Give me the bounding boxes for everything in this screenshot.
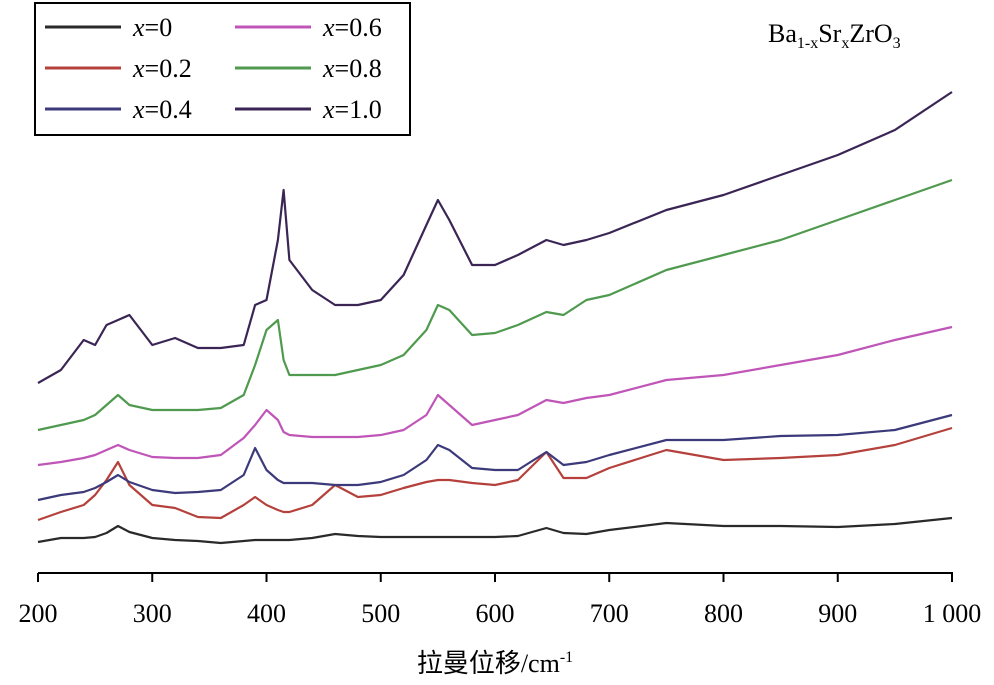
- x-tick-label: 300: [133, 599, 172, 628]
- x-tick-label: 200: [19, 599, 58, 628]
- legend-box: [34, 2, 411, 136]
- x-tick-label: 900: [818, 599, 857, 628]
- legend-label: x=0.2: [132, 54, 192, 83]
- series-line: [37, 178, 953, 432]
- legend-label: x=0.4: [132, 95, 192, 124]
- x-tick-label: 800: [704, 599, 743, 628]
- x-tick-label: 700: [590, 599, 629, 628]
- series-line: [37, 426, 953, 522]
- series-line: [37, 413, 953, 502]
- x-tick-label: 600: [476, 599, 515, 628]
- x-tick-label: 1 000: [923, 599, 982, 628]
- legend-label: x=1.0: [322, 95, 382, 124]
- legend-label: x=0.8: [322, 54, 382, 83]
- x-tick-label: 400: [247, 599, 286, 628]
- series-line: [37, 516, 953, 545]
- series-line: [37, 91, 953, 384]
- x-tick-label: 500: [361, 599, 400, 628]
- x-axis-label: 拉曼位移/cm-1: [417, 649, 573, 678]
- series-line: [37, 325, 953, 467]
- legend-label: x=0: [132, 13, 172, 42]
- legend-label: x=0.6: [322, 13, 382, 42]
- annotation: Ba1-xSrxZrO3: [768, 19, 901, 52]
